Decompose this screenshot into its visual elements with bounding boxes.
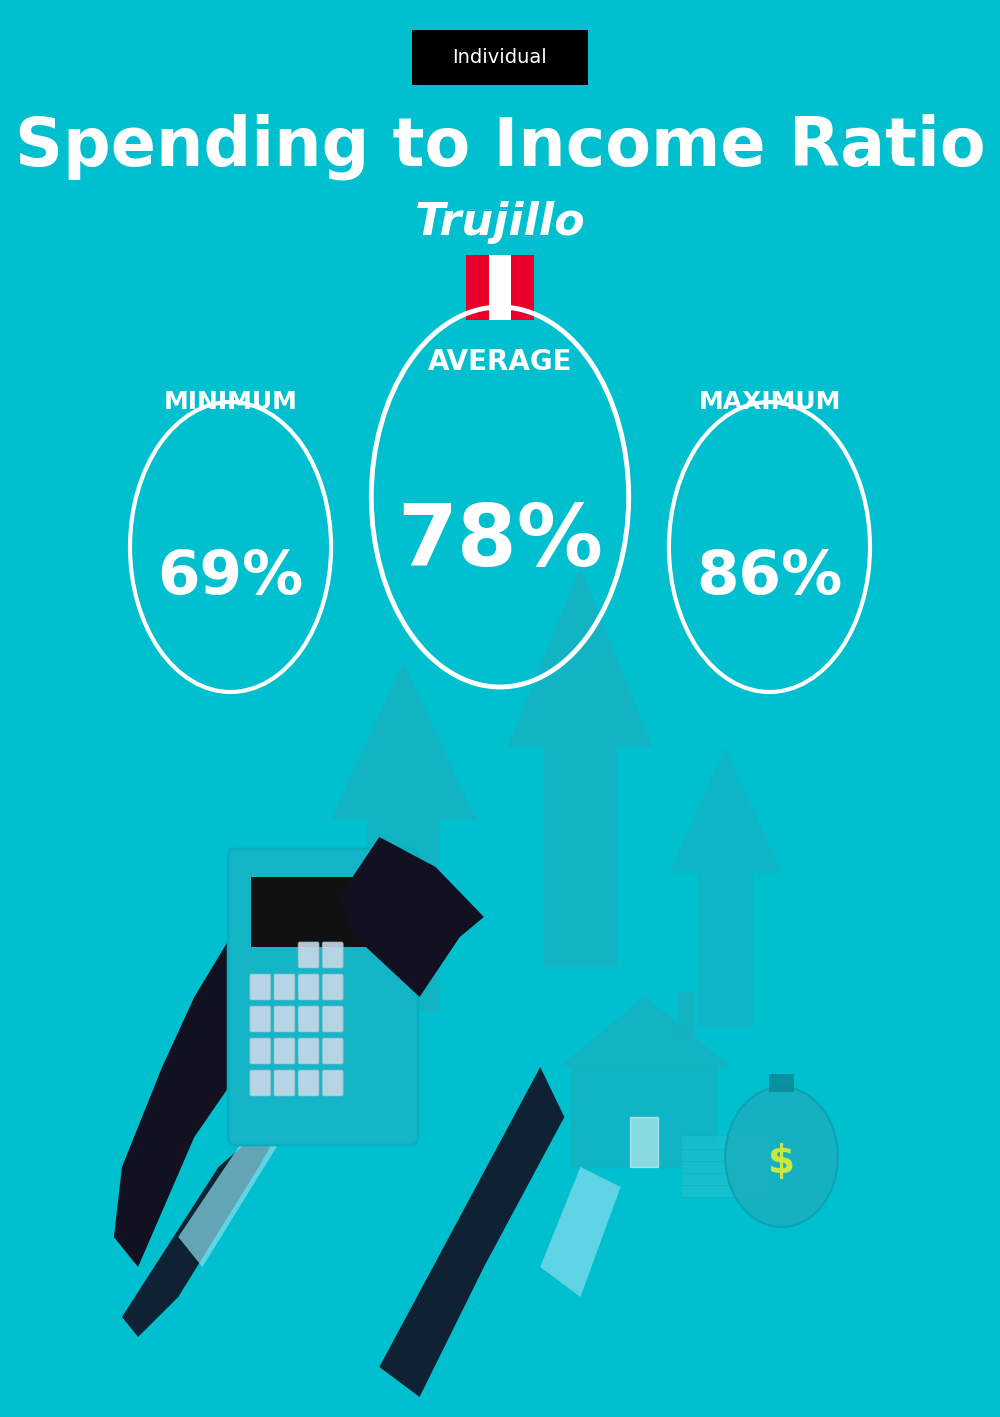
FancyBboxPatch shape xyxy=(322,973,343,1000)
FancyBboxPatch shape xyxy=(228,849,418,1145)
Polygon shape xyxy=(331,662,476,819)
Polygon shape xyxy=(114,897,299,1267)
FancyBboxPatch shape xyxy=(322,1039,343,1064)
FancyBboxPatch shape xyxy=(412,30,588,85)
Text: $: $ xyxy=(768,1144,795,1180)
FancyBboxPatch shape xyxy=(274,1070,295,1095)
Text: 69%: 69% xyxy=(157,547,304,606)
FancyBboxPatch shape xyxy=(274,1039,295,1064)
FancyBboxPatch shape xyxy=(630,1117,658,1168)
FancyBboxPatch shape xyxy=(250,1006,271,1032)
FancyBboxPatch shape xyxy=(274,973,295,1000)
FancyBboxPatch shape xyxy=(572,1067,717,1168)
Polygon shape xyxy=(508,567,653,747)
Text: AVERAGE: AVERAGE xyxy=(428,349,572,376)
FancyBboxPatch shape xyxy=(298,942,319,968)
Text: 86%: 86% xyxy=(696,547,843,606)
Polygon shape xyxy=(122,1097,299,1338)
FancyBboxPatch shape xyxy=(681,1183,769,1197)
Polygon shape xyxy=(339,837,484,998)
FancyBboxPatch shape xyxy=(250,1039,271,1064)
FancyBboxPatch shape xyxy=(681,1146,769,1161)
FancyBboxPatch shape xyxy=(489,255,511,319)
FancyBboxPatch shape xyxy=(322,1070,343,1095)
FancyBboxPatch shape xyxy=(681,1159,769,1173)
FancyBboxPatch shape xyxy=(367,819,440,1012)
FancyBboxPatch shape xyxy=(251,877,395,947)
FancyBboxPatch shape xyxy=(544,747,617,966)
Polygon shape xyxy=(540,1168,621,1297)
FancyBboxPatch shape xyxy=(769,1074,794,1093)
FancyBboxPatch shape xyxy=(274,1006,295,1032)
FancyBboxPatch shape xyxy=(250,1070,271,1095)
Text: Spending to Income Ratio: Spending to Income Ratio xyxy=(15,113,985,180)
Polygon shape xyxy=(379,1067,564,1397)
Text: Individual: Individual xyxy=(453,48,547,67)
Text: MAXIMUM: MAXIMUM xyxy=(698,390,841,414)
FancyBboxPatch shape xyxy=(250,973,271,1000)
FancyBboxPatch shape xyxy=(322,942,343,968)
FancyBboxPatch shape xyxy=(511,255,534,319)
FancyBboxPatch shape xyxy=(298,973,319,1000)
FancyBboxPatch shape xyxy=(298,1006,319,1032)
FancyBboxPatch shape xyxy=(298,1039,319,1064)
FancyBboxPatch shape xyxy=(322,1006,343,1032)
Text: 78%: 78% xyxy=(397,500,603,584)
Polygon shape xyxy=(560,998,729,1067)
Text: MINIMUM: MINIMUM xyxy=(164,390,297,414)
FancyBboxPatch shape xyxy=(677,992,695,1037)
Polygon shape xyxy=(178,1117,283,1267)
FancyBboxPatch shape xyxy=(697,873,753,1027)
FancyBboxPatch shape xyxy=(298,1070,319,1095)
FancyBboxPatch shape xyxy=(681,1170,769,1185)
Polygon shape xyxy=(669,747,782,873)
Text: Trujillo: Trujillo xyxy=(415,200,585,244)
FancyBboxPatch shape xyxy=(466,255,489,319)
FancyBboxPatch shape xyxy=(681,1135,769,1149)
Circle shape xyxy=(725,1087,838,1227)
